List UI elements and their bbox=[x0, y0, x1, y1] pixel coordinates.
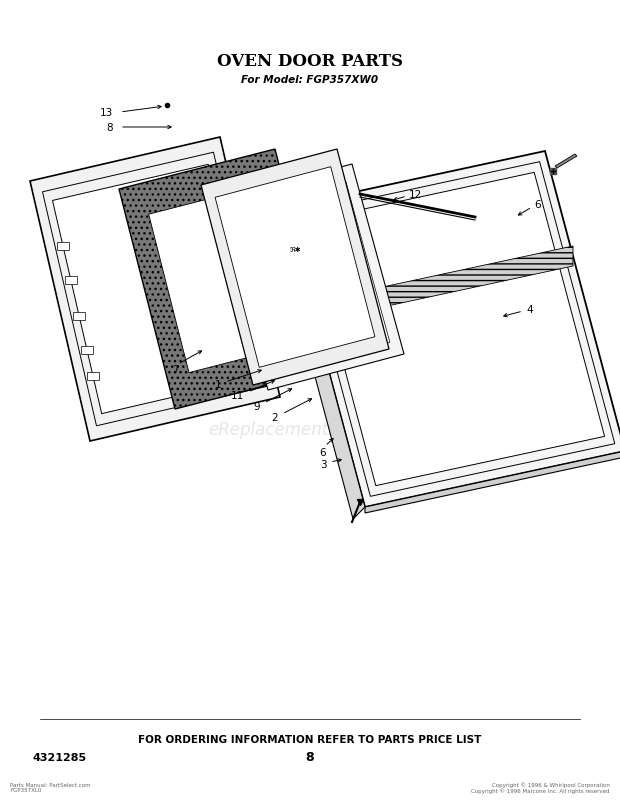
Text: 3: 3 bbox=[320, 459, 326, 470]
Polygon shape bbox=[201, 150, 389, 385]
Text: Copyright © 1996 & Whirlpool Corporation
Copyright © 1996 Marcone Inc. All right: Copyright © 1996 & Whirlpool Corporation… bbox=[471, 781, 610, 793]
Polygon shape bbox=[57, 243, 69, 251]
Polygon shape bbox=[149, 186, 301, 373]
Polygon shape bbox=[295, 162, 615, 497]
Polygon shape bbox=[87, 373, 99, 381]
Text: 11: 11 bbox=[231, 390, 244, 401]
Text: OVEN DOOR PARTS: OVEN DOOR PARTS bbox=[217, 54, 403, 71]
Text: 2: 2 bbox=[272, 413, 278, 422]
Text: 4: 4 bbox=[526, 304, 533, 315]
Text: 8: 8 bbox=[107, 123, 113, 132]
Polygon shape bbox=[119, 150, 331, 410]
Text: 6: 6 bbox=[320, 447, 326, 458]
Text: 7: 7 bbox=[172, 365, 179, 374]
Text: 8: 8 bbox=[306, 751, 314, 764]
Polygon shape bbox=[273, 208, 365, 520]
Polygon shape bbox=[65, 276, 77, 284]
Text: 1: 1 bbox=[215, 380, 221, 389]
Polygon shape bbox=[230, 181, 390, 373]
Text: 12: 12 bbox=[409, 190, 422, 200]
Polygon shape bbox=[285, 152, 620, 507]
Text: 13: 13 bbox=[100, 108, 113, 118]
Text: ℜ✱: ℜ✱ bbox=[290, 247, 302, 253]
Polygon shape bbox=[30, 138, 280, 442]
Polygon shape bbox=[313, 247, 573, 323]
Polygon shape bbox=[365, 451, 620, 513]
Polygon shape bbox=[555, 155, 577, 169]
Polygon shape bbox=[216, 165, 404, 390]
Polygon shape bbox=[53, 165, 257, 414]
Text: Parts Manual: PartSelect.com
FGP357XL0: Parts Manual: PartSelect.com FGP357XL0 bbox=[10, 781, 91, 793]
Text: 6: 6 bbox=[534, 200, 541, 210]
Polygon shape bbox=[73, 313, 85, 321]
Polygon shape bbox=[81, 347, 93, 355]
Polygon shape bbox=[215, 168, 375, 368]
Text: FOR ORDERING INFORMATION REFER TO PARTS PRICE LIST: FOR ORDERING INFORMATION REFER TO PARTS … bbox=[138, 734, 482, 744]
Text: For Model: FGP357XW0: For Model: FGP357XW0 bbox=[241, 75, 379, 85]
Text: 9: 9 bbox=[254, 402, 260, 411]
Text: 4321285: 4321285 bbox=[33, 752, 87, 762]
Polygon shape bbox=[306, 173, 604, 486]
Text: eReplacementParts.com: eReplacementParts.com bbox=[208, 421, 412, 438]
Polygon shape bbox=[43, 153, 267, 426]
